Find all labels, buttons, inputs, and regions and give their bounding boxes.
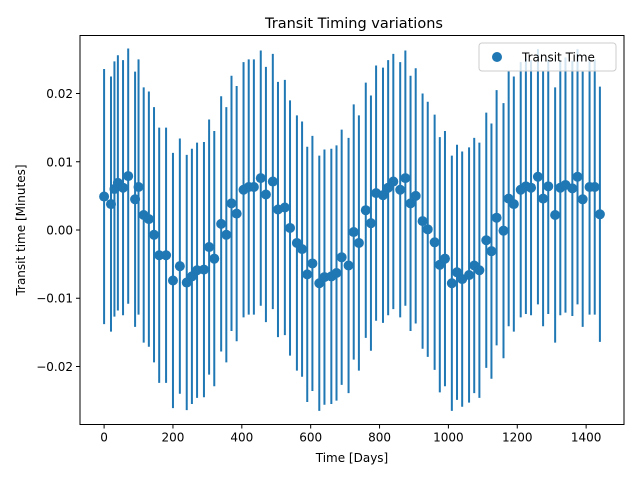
x-tick-label: 1000	[433, 431, 464, 445]
data-point	[118, 182, 129, 193]
data-point	[285, 222, 296, 233]
data-point	[307, 258, 318, 269]
legend-box	[478, 42, 617, 72]
data-point	[360, 205, 371, 216]
data-point	[572, 171, 583, 182]
data-point	[417, 216, 428, 227]
data-point	[353, 237, 364, 248]
data-point	[577, 194, 588, 205]
data-point	[216, 218, 227, 229]
data-point	[248, 182, 259, 193]
plot-area	[99, 48, 605, 411]
data-point	[395, 184, 406, 195]
x-tick-label: 1200	[502, 431, 533, 445]
y-axis-label: Transit time [Minutes]	[14, 164, 28, 296]
data-point	[105, 199, 116, 210]
data-point	[161, 250, 172, 261]
y-axis: −0.02 −0.01 0.00 0.01 0.02	[36, 87, 80, 374]
data-point	[439, 253, 450, 264]
data-point	[508, 199, 519, 210]
y-tick-label: −0.01	[36, 292, 73, 306]
y-tick-label: 0.00	[46, 224, 73, 238]
data-point	[221, 229, 232, 240]
x-axis: 0 200 400 600 800 1000 1200 1400	[100, 424, 602, 445]
data-point	[267, 176, 278, 187]
x-tick-label: 400	[230, 431, 253, 445]
data-point	[365, 218, 376, 229]
data-point	[388, 176, 399, 187]
data-point	[149, 229, 160, 240]
legend-marker	[492, 52, 502, 62]
data-point	[400, 173, 411, 184]
data-point	[526, 182, 537, 193]
data-point	[377, 190, 388, 201]
y-tick-label: −0.02	[36, 360, 73, 374]
x-tick-label: 600	[299, 431, 322, 445]
data-point	[279, 202, 290, 213]
data-point	[464, 270, 475, 281]
data-point	[336, 252, 347, 263]
y-tick-label: 0.01	[46, 155, 73, 169]
data-point	[198, 264, 209, 275]
data-point	[174, 261, 185, 272]
data-point	[422, 224, 433, 235]
data-point	[204, 242, 215, 253]
data-point	[123, 171, 134, 182]
data-point	[143, 214, 154, 225]
x-axis-label: Time [Days]	[315, 451, 389, 465]
data-point	[302, 269, 313, 280]
data-point	[231, 208, 242, 219]
data-point	[543, 181, 554, 192]
data-point	[429, 237, 440, 248]
data-point	[260, 189, 271, 200]
data-point	[348, 227, 359, 238]
data-point	[594, 209, 605, 220]
x-tick-label: 800	[368, 431, 391, 445]
data-point	[405, 198, 416, 209]
data-point	[532, 171, 543, 182]
data-point	[410, 190, 421, 201]
data-point	[130, 194, 141, 205]
data-point	[589, 182, 600, 193]
data-point	[226, 198, 237, 209]
data-point	[474, 265, 485, 276]
chart-title: Transit Timing variations	[264, 16, 443, 32]
data-point	[491, 212, 502, 223]
legend-label: Transit Time	[521, 51, 595, 65]
data-point	[167, 275, 178, 286]
data-point	[154, 250, 165, 261]
x-tick-label: 200	[162, 431, 185, 445]
y-tick-label: 0.02	[46, 87, 73, 101]
data-point	[99, 191, 110, 202]
data-point	[255, 173, 266, 184]
data-point	[567, 183, 578, 194]
data-point	[538, 193, 549, 204]
data-point	[133, 182, 144, 193]
data-point	[486, 246, 497, 257]
data-point	[550, 209, 561, 220]
legend: Transit Time	[478, 42, 617, 72]
data-point	[297, 244, 308, 255]
data-point	[209, 253, 220, 264]
data-point	[331, 267, 342, 278]
data-point	[498, 225, 509, 236]
data-point	[343, 260, 354, 271]
x-tick-label: 1400	[571, 431, 602, 445]
data-point	[481, 235, 492, 246]
data-point	[446, 278, 457, 289]
data-point	[452, 267, 463, 278]
x-tick-label: 0	[100, 431, 108, 445]
